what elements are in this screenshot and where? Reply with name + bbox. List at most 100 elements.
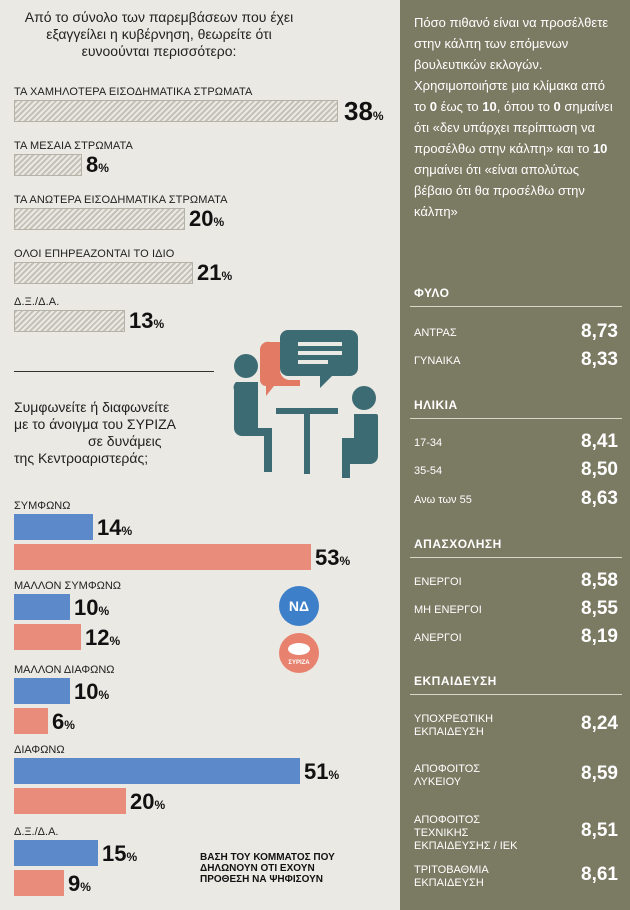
question-syriza-opening: Συμφωνείτε ή διαφωνείτε με το άνοιγμα το… bbox=[14, 399, 224, 467]
red-bar bbox=[14, 870, 64, 896]
question-highlight: 0 bbox=[553, 99, 561, 114]
stat-value: 8,50 bbox=[581, 459, 618, 480]
stat-label: ΜΗ ΕΝΕΡΓΟΙ bbox=[414, 604, 482, 616]
blue-bar bbox=[14, 514, 93, 540]
value-number: 14 bbox=[97, 515, 122, 540]
category-label: Δ.Ξ./Δ.Α. bbox=[14, 826, 59, 838]
bar-value-label: 12% bbox=[85, 625, 120, 651]
question-highlight: 0 bbox=[429, 99, 438, 114]
stat-label: 35-54 bbox=[414, 465, 443, 477]
stat-value: 8,73 bbox=[581, 321, 618, 342]
value-number: 13 bbox=[129, 308, 154, 333]
value-number: 10 bbox=[74, 595, 99, 620]
section-rule bbox=[410, 418, 622, 419]
stat-label: ΑΝΕΡΓΟΙ bbox=[414, 632, 462, 644]
hatched-bar bbox=[14, 310, 125, 332]
red-bar bbox=[14, 788, 126, 814]
value-percent-sign: % bbox=[213, 215, 225, 229]
value-percent-sign: % bbox=[126, 850, 138, 864]
question-text: σημαίνει ότι «δεν υπάρχει περίπτωση να π… bbox=[414, 99, 613, 156]
stat-label: 17-34 bbox=[414, 437, 443, 449]
stat-label: ΕΝΕΡΓΟΙ bbox=[414, 576, 462, 588]
value-number: 10 bbox=[74, 679, 99, 704]
category-label: ΔΙΑΦΩΝΩ bbox=[14, 744, 65, 756]
stat-value: 8,61 bbox=[581, 864, 618, 885]
bar-value-label: 10% bbox=[74, 595, 109, 621]
stat-value: 8,24 bbox=[581, 713, 618, 734]
section-heading: ΦΥΛΟ bbox=[414, 286, 450, 300]
value-percent-sign: % bbox=[153, 317, 165, 331]
question-text: έως το bbox=[437, 99, 483, 114]
category-label: ΟΛΟΙ ΕΠΗΡΕΑΖΟΝΤΑΙ ΤΟ ΙΔΙΟ bbox=[14, 248, 175, 260]
stat-value: 8,58 bbox=[581, 570, 618, 591]
category-label: ΣΥΜΦΩΝΩ bbox=[14, 500, 71, 512]
stat-label: ΑΠΟΦΟΙΤΟΣ ΤΕΧΝΙΚΗΣ ΕΚΠΑΙΔΕΥΣΗΣ / ΙΕΚ bbox=[414, 814, 518, 852]
stat-value: 8,51 bbox=[581, 820, 618, 841]
value-number: 8 bbox=[86, 152, 99, 177]
category-label: ΤΑ ΑΝΩΤΕΡΑ ΕΙΣΟΔΗΜΑΤΙΚΑ ΣΤΡΩΜΑΤΑ bbox=[14, 194, 228, 206]
value-percent-sign: % bbox=[98, 604, 110, 618]
stat-label: ΑΝΤΡΑΣ bbox=[414, 327, 457, 339]
red-bar bbox=[14, 544, 311, 570]
stat-value: 8,63 bbox=[581, 488, 618, 509]
bar-value-label: 20% bbox=[189, 206, 224, 232]
question-text: σημαίνει ότι «είναι απολύτως βέβαιο ότι … bbox=[414, 162, 585, 219]
value-percent-sign: % bbox=[80, 880, 91, 894]
value-percent-sign: % bbox=[221, 269, 233, 283]
blue-bar bbox=[14, 758, 300, 784]
question-highlight: 10 bbox=[482, 99, 497, 114]
question-highlight: 10 bbox=[592, 141, 608, 156]
bar-value-label: 8% bbox=[86, 152, 109, 178]
section-heading: ΕΚΠΑΙΔΕΥΣΗ bbox=[414, 674, 497, 688]
stat-value: 8,41 bbox=[581, 431, 618, 452]
value-percent-sign: % bbox=[64, 718, 75, 732]
question2-line3: σε δυνάμεις bbox=[88, 433, 162, 449]
hatched-bar bbox=[14, 100, 338, 122]
section-heading: ΗΛΙΚΙΑ bbox=[414, 398, 458, 412]
section-rule bbox=[410, 306, 622, 307]
value-number: 38 bbox=[344, 96, 373, 126]
stat-label: ΥΠΟΧΡΕΩΤΙΚΗ ΕΚΠΑΙΔΕΥΣΗ bbox=[414, 713, 494, 738]
bar-value-label: 21% bbox=[197, 260, 232, 286]
question-text: , όπου το bbox=[496, 99, 554, 114]
value-number: 21 bbox=[197, 260, 222, 285]
stat-label: Ανω των 55 bbox=[414, 494, 472, 506]
section-divider bbox=[14, 371, 214, 372]
question-favoured-groups: Από το σύνολο των παρεμβάσεων που έχει ε… bbox=[24, 9, 294, 59]
question-text: Πόσο πιθανό είναι να προσέλθετε στην κάλ… bbox=[414, 15, 609, 114]
red-bar bbox=[14, 708, 48, 734]
bar-value-label: 13% bbox=[129, 308, 164, 334]
red-bar bbox=[14, 624, 81, 650]
stat-value: 8,33 bbox=[581, 349, 618, 370]
section-rule bbox=[410, 557, 622, 558]
stat-value: 8,19 bbox=[581, 626, 618, 647]
value-percent-sign: % bbox=[98, 161, 109, 175]
bar-value-label: 6% bbox=[52, 709, 75, 735]
value-number: 51 bbox=[304, 759, 329, 784]
stat-label: ΓΥΝΑΙΚΑ bbox=[414, 355, 461, 367]
stat-label: ΤΡΙΤΟΒΑΘΜΙΑ ΕΚΠΑΙΔΕΥΣΗ bbox=[414, 864, 489, 889]
stat-value: 8,55 bbox=[581, 598, 618, 619]
hatched-bar bbox=[14, 208, 185, 230]
bar-value-label: 10% bbox=[74, 679, 109, 705]
category-label: ΜΑΛΛΟΝ ΔΙΑΦΩΝΩ bbox=[14, 664, 115, 676]
blue-bar bbox=[14, 840, 98, 866]
question2-line2: με το άνοιγμα του ΣΥΡΙΖΑ bbox=[14, 416, 177, 432]
bar-value-label: 14% bbox=[97, 515, 132, 541]
value-number: 20 bbox=[189, 206, 214, 231]
conversation-icon bbox=[230, 318, 380, 483]
category-label: ΤΑ ΧΑΜΗΛΟΤΕΡΑ ΕΙΣΟΔΗΜΑΤΙΚΑ ΣΤΡΩΜΑΤΑ bbox=[14, 86, 253, 98]
bar-value-label: 53% bbox=[315, 545, 350, 571]
value-number: 15 bbox=[102, 841, 127, 866]
category-label: ΤΑ ΜΕΣΑΙΑ ΣΤΡΩΜΑΤΑ bbox=[14, 140, 133, 152]
value-number: 6 bbox=[52, 709, 65, 734]
value-percent-sign: % bbox=[98, 688, 110, 702]
blue-bar bbox=[14, 594, 70, 620]
section-heading: ΑΠΑΣΧΟΛΗΣΗ bbox=[414, 537, 502, 551]
hatched-bar bbox=[14, 262, 193, 284]
syriza-logo-text: ΣΥΡΙΖΑ bbox=[288, 660, 310, 666]
value-percent-sign: % bbox=[121, 524, 133, 538]
nd-logo-icon: ΝΔ bbox=[278, 585, 320, 632]
bar-value-label: 20% bbox=[130, 789, 165, 815]
hatched-bar bbox=[14, 154, 82, 176]
